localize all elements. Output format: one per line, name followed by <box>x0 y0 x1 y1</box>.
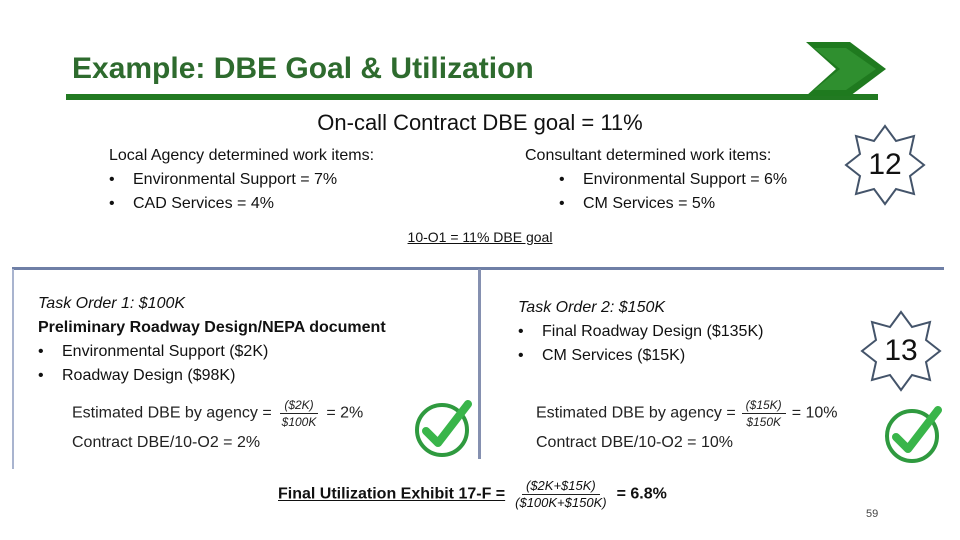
horizontal-divider <box>12 267 944 270</box>
list-item: Environmental Support = 6% <box>559 168 787 192</box>
task-order-2-estimate: Estimated DBE by agency = ($15K) $150K = 10… <box>536 397 838 430</box>
title-underline <box>66 94 878 100</box>
contract-goal: On-call Contract DBE goal = 11% <box>317 110 643 135</box>
task-order-1-subtitle: Preliminary Roadway Design/NEPA document <box>38 319 386 336</box>
estimate-result: = 10% <box>791 404 838 422</box>
task-order-1-title: Task Order 1: $100K <box>38 295 186 312</box>
fraction-denominator: $150K <box>746 415 782 429</box>
task-order-2-contract: Contract DBE/10-O2 = 10% <box>536 434 733 451</box>
badge-number: 12 <box>868 148 902 181</box>
left-divider <box>12 269 14 469</box>
list-item: CM Services = 5% <box>559 192 787 216</box>
final-utilization: Final Utilization Exhibit 17-F = ($2K+$15… <box>278 478 667 511</box>
consultant-heading: Consultant determined work items: <box>525 147 772 164</box>
task-order-1: Task Order 1: $100K Preliminary Roadway … <box>38 292 386 388</box>
list-item: CM Services ($15K) <box>518 344 763 368</box>
fraction-denominator: $100K <box>281 415 317 429</box>
list-item: CAD Services = 4% <box>109 192 374 216</box>
task-order-2: Task Order 2: $150K Final Roadway Design… <box>518 296 763 368</box>
checkmark-icon <box>415 400 472 457</box>
page-number: 59 <box>866 508 879 520</box>
checkmark-icon <box>885 406 942 463</box>
local-agency-list: Environmental Support = 7% CAD Services … <box>109 168 374 216</box>
task-order-2-title: Task Order 2: $150K <box>518 299 666 316</box>
final-result: = 6.8% <box>616 485 667 503</box>
task-order-1-estimate: Estimated DBE by agency = ($2K) $100K = 2% <box>72 397 363 430</box>
estimate-fraction: ($15K) $150K <box>741 397 786 430</box>
estimate-label: Estimated DBE by agency = <box>536 404 736 422</box>
local-agency-heading: Local Agency determined work items: <box>109 147 375 164</box>
final-fraction: ($2K+$15K) ($100K+$150K) <box>511 478 610 511</box>
fraction-denominator: ($100K+$150K) <box>515 495 607 510</box>
fraction-numerator: ($2K) <box>280 397 318 414</box>
star-badge-icon: 13 <box>860 310 942 392</box>
estimate-fraction: ($2K) $100K <box>278 397 321 430</box>
task-order-2-list: Final Roadway Design ($135K) CM Services… <box>518 320 763 368</box>
task-order-1-list: Environmental Support ($2K) Roadway Desi… <box>38 340 386 388</box>
list-item: Environmental Support = 7% <box>109 168 374 192</box>
badge-number: 13 <box>884 334 918 367</box>
final-label: Final Utilization Exhibit 17-F = <box>278 485 506 503</box>
fraction-numerator: ($2K+$15K) <box>521 478 600 495</box>
estimate-result: = 2% <box>326 404 364 422</box>
list-item: Final Roadway Design ($135K) <box>518 320 763 344</box>
local-agency-section: Local Agency determined work items: Envi… <box>109 144 374 216</box>
fraction-numerator: ($15K) <box>741 397 786 414</box>
center-divider <box>478 269 481 459</box>
list-item: Roadway Design ($98K) <box>38 364 386 388</box>
estimate-label: Estimated DBE by agency = <box>72 404 272 422</box>
consultant-list: Environmental Support = 6% CM Services =… <box>525 168 787 216</box>
task-order-1-contract: Contract DBE/10-O2 = 2% <box>72 434 261 451</box>
slide-title: Example: DBE Goal & Utilization <box>72 52 534 85</box>
consultant-section: Consultant determined work items: Enviro… <box>525 144 787 216</box>
arrow-icon <box>806 42 886 96</box>
star-badge-icon: 12 <box>844 124 926 206</box>
dbe-goal-note: 10-O1 = 11% DBE goal <box>407 229 553 245</box>
list-item: Environmental Support ($2K) <box>38 340 386 364</box>
